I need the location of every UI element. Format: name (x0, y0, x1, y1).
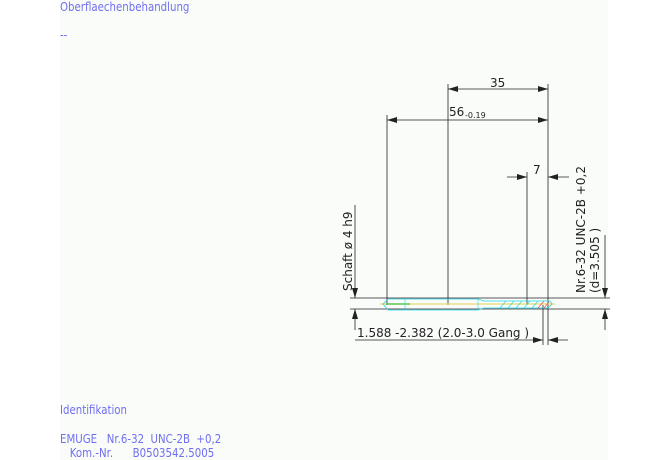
surface-treatment-label: Oberflaechenbehandlung (60, 0, 190, 14)
chamfer-hatch (537, 300, 550, 309)
identification-line-1: EMUGE Nr.6-32 UNC-2B +0,2 (60, 432, 222, 446)
thread-diameter-label: (d=3.505 ) (588, 228, 602, 293)
dim-35-text: 35 (490, 76, 505, 90)
surface-treatment-value: -- (60, 28, 68, 42)
tool-outline (382, 298, 553, 311)
dim-56-text: 56 (449, 105, 464, 119)
thread-label: Nr.6-32 UNC-2B +0,2 (574, 166, 588, 293)
shank-label: Schaft ø 4 h9 (341, 211, 355, 291)
tap-tool (380, 298, 555, 311)
drawing-sheet (60, 0, 608, 460)
identification-line-2: Kom.-Nr. B0503542.5005 (60, 446, 215, 460)
chamfer-label: 1.588 -2.382 (2.0-3.0 Gang ) (357, 326, 529, 340)
dim-56-tolerance: -0.19 (465, 111, 486, 120)
dim-7-text: 7 (533, 163, 541, 177)
thread-hatch (499, 300, 539, 309)
identification-label: Identifikation (60, 403, 128, 417)
